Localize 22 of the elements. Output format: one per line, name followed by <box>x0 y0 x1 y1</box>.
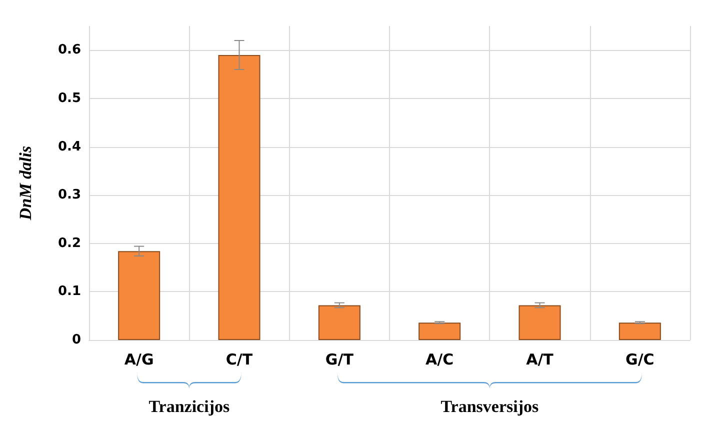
bar <box>118 251 160 340</box>
y-tick-label: 0.2 <box>58 236 81 251</box>
x-tick-label: A/C <box>426 350 454 368</box>
bar <box>618 322 661 340</box>
y-tick-label: 0.5 <box>58 90 81 106</box>
y-tick-label: 0.6 <box>58 42 81 58</box>
y-tick-label: 0 <box>72 332 81 348</box>
x-tick-label: A/G <box>124 350 154 368</box>
bar <box>418 322 461 340</box>
y-tick-label: 0.1 <box>58 284 81 300</box>
x-tick-label: A/T <box>526 350 554 368</box>
y-tick-label: 0.3 <box>58 188 81 203</box>
text: Tranzicijos <box>148 397 230 416</box>
bar <box>218 54 260 340</box>
bar <box>518 305 561 340</box>
bar <box>318 305 360 340</box>
x-tick-label: C/T <box>226 350 254 368</box>
text: Transversijos <box>440 397 539 416</box>
y-tick-label: 0.4 <box>58 139 81 154</box>
y-axis-title: DnM dalis <box>16 146 35 222</box>
x-tick-label: G/T <box>325 350 354 368</box>
x-tick-label: G/C <box>626 350 654 368</box>
